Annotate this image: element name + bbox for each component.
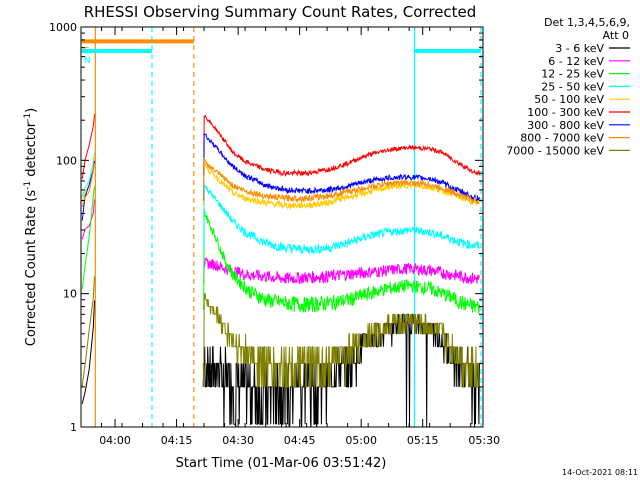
y-tick-label: 1: [70, 421, 77, 434]
x-tick-label: 05:30: [468, 434, 500, 447]
y-axis-label: Corrected Count Rate (s-1 detector-1): [23, 108, 39, 346]
series-line-pre: [81, 114, 95, 180]
legend-label: 7000 - 15000 keV: [506, 144, 604, 157]
series-1: [81, 199, 480, 285]
series-line: [202, 133, 480, 202]
series-line-pre: [81, 199, 95, 240]
legend-label: 300 - 800 keV: [527, 119, 604, 132]
legend-label: 6 - 12 keV: [548, 55, 604, 68]
x-tick-label: 04:15: [161, 434, 193, 447]
series-line: [203, 184, 480, 255]
legend-label: 25 - 50 keV: [541, 80, 604, 93]
series-line-pre: [81, 152, 95, 197]
series-line: [202, 257, 480, 285]
series-line-pre: [81, 300, 95, 404]
chart-title: RHESSI Observing Summary Count Rates, Co…: [84, 3, 477, 21]
series-2: [81, 186, 480, 314]
x-tick-label: 04:00: [99, 434, 131, 447]
legend-header-1: Det 1,3,4,5,6,9,: [544, 16, 630, 29]
legend-label: 50 - 100 keV: [534, 93, 604, 106]
x-tick-label: 04:30: [222, 434, 254, 447]
legend-label: 3 - 6 keV: [555, 42, 604, 55]
series-5: [81, 114, 480, 180]
series-8: [81, 276, 480, 388]
series-line: [202, 157, 480, 205]
series-line-pre: [81, 276, 95, 387]
y-axis-label-prefix: Corrected Count Rate (s: [24, 190, 39, 347]
series-0: [81, 300, 480, 428]
y-axis-label-suffix: ): [24, 108, 39, 113]
y-tick-label: 10: [63, 288, 77, 301]
legend-header-2: Att 0: [603, 29, 629, 42]
state-bar-label: N: [84, 56, 91, 66]
plot-frame: [80, 26, 484, 428]
x-tick-label: 05:00: [345, 434, 377, 447]
series-line: [202, 163, 480, 211]
series-line: [202, 208, 480, 314]
plot-area: SN: [81, 27, 482, 428]
series-line-pre: [81, 156, 95, 203]
y-axis-label-sup-1: -1: [23, 181, 33, 190]
y-axis-label-sup-2: -1: [23, 113, 33, 122]
x-tick-label: 05:15: [407, 434, 439, 447]
series-line: [202, 313, 480, 428]
legend-label: 800 - 7000 keV: [520, 132, 604, 145]
x-axis-label: Start Time (01-Mar-06 03:51:42): [176, 456, 387, 471]
series-6: [81, 133, 480, 221]
y-axis-label-mid: detector: [24, 121, 39, 181]
series-3: [81, 152, 480, 255]
y-tick-label: 1000: [49, 21, 77, 34]
y-tick-label: 100: [56, 154, 77, 167]
series-4: [81, 156, 480, 211]
series-line-pre: [81, 186, 95, 290]
series-line: [202, 293, 480, 388]
series-line: [202, 114, 480, 177]
legend-label: 100 - 300 keV: [527, 106, 604, 119]
timestamp: 14-Oct-2021 08:11: [562, 468, 638, 477]
x-tick-label: 04:45: [284, 434, 316, 447]
series-7: [81, 157, 480, 208]
legend-label: 12 - 25 keV: [541, 68, 604, 81]
